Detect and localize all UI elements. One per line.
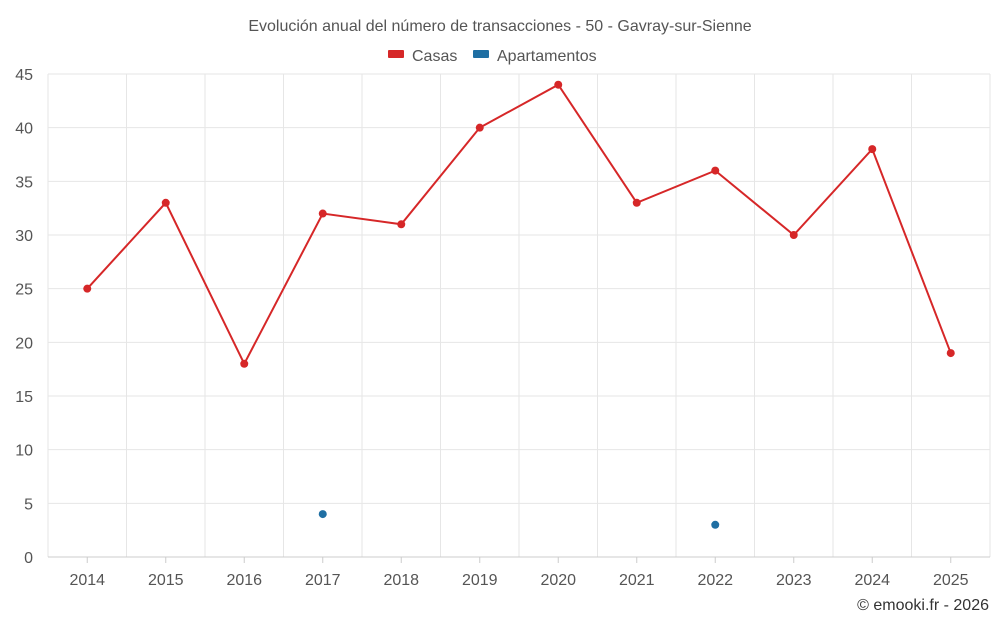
data-point-casas-2017[interactable]: [318, 209, 327, 218]
data-point-casas-2018[interactable]: [397, 220, 406, 229]
x-tick-label: 2021: [619, 572, 655, 589]
legend-label-casas[interactable]: Casas: [412, 48, 457, 65]
legend-swatch-casas[interactable]: [388, 50, 404, 58]
data-point-apartamentos-2017[interactable]: [318, 510, 327, 519]
data-point-casas-2015[interactable]: [161, 198, 170, 207]
x-tick-label: 2020: [540, 572, 576, 589]
y-tick-label: 35: [15, 174, 33, 191]
gridlines: [47, 73, 991, 557]
legend-label-apartamentos[interactable]: Apartamentos: [497, 48, 597, 65]
data-point-casas-2025[interactable]: [946, 349, 955, 358]
data-point-casas-2023[interactable]: [789, 231, 798, 239]
legend-swatch-apartamentos[interactable]: [473, 50, 489, 58]
series: [83, 80, 955, 529]
data-point-casas-2021[interactable]: [632, 198, 641, 207]
data-point-casas-2022[interactable]: [711, 166, 720, 175]
y-tick-label: 25: [15, 282, 33, 299]
x-tick-label: 2016: [226, 572, 262, 589]
y-tick-label: 10: [15, 443, 33, 460]
y-tick-label: 0: [24, 550, 33, 567]
y-tick-label: 45: [15, 67, 33, 84]
data-point-casas-2014[interactable]: [83, 284, 92, 293]
y-tick-label: 15: [15, 389, 33, 406]
x-tick-label: 2022: [697, 572, 733, 589]
y-tick-label: 30: [15, 228, 33, 245]
y-tick-label: 40: [15, 121, 33, 138]
x-tick-label: 2015: [148, 572, 184, 589]
x-axis-tick-labels: 2014 2015 2016 2017 2018 2019 2020 2021 2022 2023…: [69, 572, 968, 589]
x-tick-label: 2014: [69, 572, 105, 589]
y-axis-tick-labels: 0 5 10 15 20 25 30 35 40 45: [15, 67, 33, 567]
series-casas: [83, 80, 955, 368]
x-tick-label: 2019: [462, 572, 498, 589]
y-tick-label: 20: [15, 335, 33, 352]
x-tick-label: 2025: [933, 572, 969, 589]
y-tick-label: 5: [24, 496, 33, 513]
data-point-casas-2024[interactable]: [868, 145, 877, 154]
series-apartamentos: [318, 510, 720, 529]
credit-text: © emooki.fr - 2026: [857, 597, 989, 614]
data-point-casas-2016[interactable]: [240, 359, 249, 368]
data-point-apartamentos-2022[interactable]: [711, 520, 720, 529]
data-point-casas-2019[interactable]: [475, 123, 484, 132]
x-tick-label: 2024: [854, 572, 890, 589]
x-tick-label: 2023: [776, 572, 812, 589]
chart-title: Evolución anual del número de transaccio…: [248, 18, 751, 35]
data-point-casas-2020[interactable]: [554, 80, 563, 89]
legend: Casas Apartamentos: [388, 48, 597, 65]
x-tick-label: 2017: [305, 572, 341, 589]
series-line-casas: [86, 83, 952, 367]
axes: [48, 556, 990, 563]
x-tick-label: 2018: [383, 572, 419, 589]
